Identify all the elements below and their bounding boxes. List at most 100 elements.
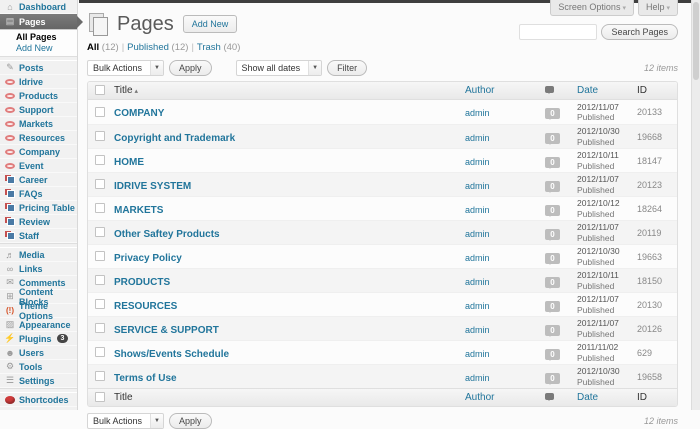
sidebar-item-plugins[interactable]: ⚡ Plugins 3 — [0, 332, 77, 346]
select-all-checkbox[interactable] — [95, 85, 105, 96]
sidebar-item-products[interactable]: Products — [0, 89, 77, 103]
author-link[interactable]: admin — [465, 372, 490, 383]
author-link[interactable]: admin — [465, 132, 490, 143]
comment-count-badge[interactable]: 0 — [545, 228, 560, 241]
comment-count-badge[interactable]: 0 — [545, 276, 560, 289]
author-link[interactable]: admin — [465, 300, 490, 311]
sidebar-item-users[interactable]: ☻ Users — [0, 346, 77, 360]
comment-count-badge[interactable]: 0 — [545, 252, 560, 265]
sidebar-item-content-blocks[interactable]: ⊞ Content Blocks — [0, 287, 77, 307]
view-filter-all[interactable]: All (12) — [87, 42, 119, 53]
page-title-link[interactable]: IDRIVE SYSTEM — [114, 180, 192, 192]
sidebar-item-staff[interactable]: Staff — [0, 229, 77, 243]
bulk-actions-select[interactable]: Bulk Actions ▼ — [87, 59, 165, 76]
sidebar-item-links[interactable]: ∞ Links — [0, 262, 77, 276]
page-title-link[interactable]: Shows/Events Schedule — [114, 348, 230, 360]
filter-button[interactable]: Filter — [327, 59, 368, 76]
author-link[interactable]: admin — [465, 228, 490, 239]
sidebar-item-event[interactable]: Event — [0, 159, 77, 173]
author-link[interactable]: admin — [465, 324, 490, 335]
author-link[interactable]: admin — [465, 108, 490, 118]
comment-count-badge[interactable]: 0 — [545, 348, 560, 361]
page-title-link[interactable]: HOME — [114, 156, 144, 168]
scrollbar-thumb[interactable] — [693, 2, 699, 80]
sidebar-item-resources[interactable]: Resources — [0, 131, 77, 145]
comment-count-badge[interactable]: 0 — [545, 300, 560, 313]
row-checkbox[interactable] — [95, 347, 105, 358]
view-filter-published[interactable]: Published (12) — [127, 42, 188, 53]
apply-button[interactable]: Apply — [169, 59, 212, 76]
sidebar-subitem-all-pages[interactable]: All Pages — [16, 32, 57, 42]
page-title-link[interactable]: MARKETS — [114, 204, 164, 216]
author-link[interactable]: admin — [465, 180, 490, 191]
sidebar-item-settings[interactable]: ☰ Settings — [0, 374, 77, 388]
row-checkbox[interactable] — [95, 155, 105, 166]
page-title-link[interactable]: Privacy Policy — [114, 252, 182, 264]
column-footer-date[interactable]: Date — [577, 392, 599, 403]
sidebar-item-company[interactable]: Company — [0, 145, 77, 159]
author-link[interactable]: admin — [465, 252, 490, 263]
screen-options-tab[interactable]: Screen Options ▾ — [550, 0, 634, 16]
sidebar-item-media[interactable]: ♬ Media — [0, 248, 77, 262]
sidebar-item-appearance[interactable]: ▨ Appearance — [0, 318, 77, 332]
sidebar-item-tools[interactable]: ⚙ Tools — [0, 360, 77, 374]
author-link[interactable]: admin — [465, 348, 490, 359]
row-checkbox[interactable] — [95, 179, 105, 190]
comment-count-badge[interactable]: 0 — [545, 156, 560, 169]
sidebar-subitem-add-new[interactable]: Add New — [16, 43, 53, 53]
search-pages-button[interactable]: Search Pages — [601, 24, 678, 40]
page-title-link[interactable]: COMPANY — [114, 108, 165, 119]
vertical-scrollbar[interactable] — [691, 0, 700, 410]
comment-count-badge[interactable]: 0 — [545, 372, 560, 385]
view-filter-trash[interactable]: Trash (40) — [197, 42, 240, 53]
row-checkbox[interactable] — [95, 227, 105, 238]
select-all-checkbox[interactable] — [95, 392, 105, 403]
sidebar-item-idrive[interactable]: Idrive — [0, 75, 77, 89]
page-title-link[interactable]: Other Saftey Products — [114, 228, 220, 240]
row-checkbox[interactable] — [95, 299, 105, 310]
sidebar-item-markets[interactable]: Markets — [0, 117, 77, 131]
comment-count-badge[interactable]: 0 — [545, 132, 560, 145]
row-checkbox[interactable] — [95, 371, 105, 382]
sidebar-item-pages[interactable]: ▤ Pages — [0, 14, 83, 30]
sidebar-item-faqs[interactable]: FAQs — [0, 187, 77, 201]
column-footer-title[interactable]: Title — [114, 392, 133, 403]
sidebar-item-theme-options[interactable]: (!) Theme Options — [0, 301, 77, 321]
row-checkbox[interactable] — [95, 251, 105, 262]
page-title-link[interactable]: SERVICE & SUPPORT — [114, 324, 219, 336]
page-title-link[interactable]: Terms of Use — [114, 372, 177, 384]
sidebar-item-career[interactable]: Career — [0, 173, 77, 187]
sidebar-item-pricing-table[interactable]: Pricing Table — [0, 201, 77, 215]
column-header-author[interactable]: Author — [465, 85, 495, 96]
sidebar-item-review[interactable]: Review — [0, 215, 77, 229]
add-new-button[interactable]: Add New — [182, 15, 238, 33]
search-input[interactable] — [519, 24, 598, 40]
author-link[interactable]: admin — [465, 276, 490, 287]
comment-count-badge[interactable]: 0 — [545, 108, 560, 120]
sidebar-item-comments[interactable]: ✉ Comments — [0, 276, 77, 290]
comment-count-badge[interactable]: 0 — [545, 324, 560, 337]
page-title-link[interactable]: Copyright and Trademark — [114, 132, 236, 144]
row-checkbox[interactable] — [95, 275, 105, 286]
row-checkbox[interactable] — [95, 131, 105, 142]
apply-button-bottom[interactable]: Apply — [169, 412, 212, 429]
sidebar-item-posts[interactable]: ✎ Posts — [0, 61, 77, 75]
comment-count-badge[interactable]: 0 — [545, 180, 560, 193]
sidebar-item-shortcodes[interactable]: Shortcodes — [0, 393, 77, 407]
row-checkbox[interactable] — [95, 323, 105, 334]
column-header-date[interactable]: Date — [577, 85, 599, 96]
row-checkbox[interactable] — [95, 106, 105, 117]
page-title-link[interactable]: RESOURCES — [114, 300, 178, 312]
author-link[interactable]: admin — [465, 204, 490, 215]
comment-count-badge[interactable]: 0 — [545, 204, 560, 217]
row-checkbox[interactable] — [95, 203, 105, 214]
author-link[interactable]: admin — [465, 156, 490, 167]
bulk-actions-select-bottom[interactable]: Bulk Actions ▼ — [87, 412, 165, 429]
sidebar-item-dashboard[interactable]: ⌂ Dashboard — [0, 0, 77, 14]
dates-filter-select[interactable]: Show all dates ▼ — [235, 59, 323, 76]
column-footer-author[interactable]: Author — [465, 392, 495, 403]
page-title-link[interactable]: PRODUCTS — [114, 276, 171, 288]
help-tab[interactable]: Help ▾ — [637, 0, 678, 16]
sidebar-item-support[interactable]: Support — [0, 103, 77, 117]
column-header-title[interactable]: Title — [114, 85, 133, 96]
